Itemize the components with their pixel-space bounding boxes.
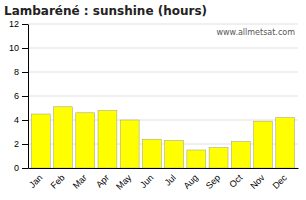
tick: Mar — [71, 173, 89, 191]
tick-mark — [22, 120, 28, 121]
tick: 8 — [14, 67, 28, 77]
tick-label: 12 — [9, 19, 19, 29]
tick-label: Jun — [138, 173, 155, 190]
tick-label: May — [114, 172, 133, 191]
tick: 6 — [14, 91, 28, 101]
tick: 2 — [14, 139, 28, 149]
tick-label: Jan — [27, 173, 44, 190]
tick: Dec — [270, 172, 289, 191]
chart: 0 2 4 6 8 10 12 Jan FebMar AprMay Jun Jul AugSep OctN… — [0, 0, 306, 200]
tick: Feb — [49, 173, 67, 191]
tick-mark — [22, 48, 28, 49]
tick-label: Dec — [270, 172, 289, 191]
tick-mark — [22, 72, 28, 73]
tick: Nov — [248, 172, 267, 191]
tick-label: 10 — [9, 43, 19, 53]
bar — [231, 142, 250, 168]
tick: Oct — [227, 172, 244, 189]
tick: Sep — [204, 173, 222, 191]
annotation: www.allmetsat.com — [217, 28, 296, 37]
bar — [31, 114, 50, 168]
bar — [76, 113, 95, 168]
bar — [165, 140, 184, 168]
tick-label: Mar — [71, 173, 89, 191]
grid — [28, 24, 298, 168]
tick: 0 — [14, 163, 28, 173]
tick-label: 4 — [14, 115, 19, 125]
tick: Jan — [27, 173, 44, 190]
bar — [187, 150, 206, 168]
grid-line — [28, 24, 298, 25]
tick-label: Nov — [248, 172, 267, 191]
axis-line — [29, 168, 299, 169]
grid-line — [28, 48, 298, 49]
bar — [98, 110, 117, 168]
bar — [276, 118, 295, 168]
tick-mark — [22, 24, 28, 25]
bar — [209, 148, 228, 168]
tick-label: Oct — [227, 172, 244, 189]
y-axis: 0 2 4 6 8 10 12 — [9, 19, 29, 173]
tick: Apr — [94, 173, 111, 190]
tick: 12 — [9, 19, 28, 29]
bar — [120, 120, 139, 168]
tick-label: 2 — [14, 139, 19, 149]
tick-label: Feb — [49, 173, 67, 191]
tick-label: Jul — [163, 173, 178, 188]
tick-label: 6 — [14, 91, 19, 101]
tick-mark — [22, 144, 28, 145]
tick-label: Apr — [94, 173, 111, 190]
tick: 4 — [14, 115, 28, 125]
grid-line — [28, 72, 298, 73]
tick: Jun — [138, 173, 155, 190]
axis-line — [28, 25, 29, 169]
tick-mark — [22, 168, 28, 169]
bar — [54, 107, 73, 168]
tick: 10 — [9, 43, 28, 53]
tick: Jul — [163, 173, 178, 188]
bar — [254, 121, 273, 168]
bar — [142, 139, 161, 168]
x-axis: Jan FebMar AprMay Jun Jul AugSep OctNovDec — [27, 169, 298, 192]
tick: May — [114, 172, 133, 191]
plot: 0 2 4 6 8 10 12 Jan FebMar AprMay Jun Jul AugSep OctN… — [9, 19, 299, 191]
bars — [31, 107, 294, 168]
tick-mark — [22, 96, 28, 97]
tick-label: 0 — [14, 163, 19, 173]
tick-label: Sep — [204, 173, 222, 191]
tick-label: Aug — [182, 173, 200, 191]
tick-label: 8 — [14, 67, 19, 77]
title: Lambaréné : sunshine (hours) — [4, 4, 207, 18]
grid-line — [28, 96, 298, 97]
tick: Aug — [182, 173, 200, 191]
